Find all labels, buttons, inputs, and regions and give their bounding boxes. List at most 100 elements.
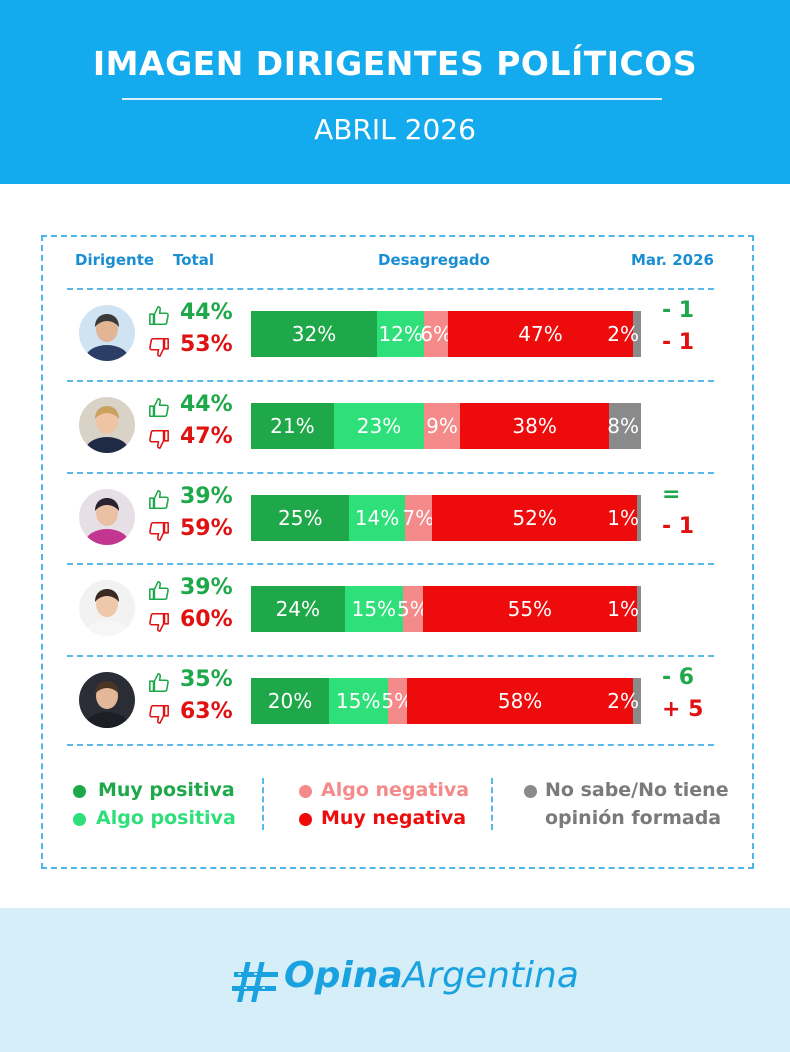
bar-value-label: 7% bbox=[402, 506, 435, 530]
avatar bbox=[79, 489, 135, 545]
bar-value-label: 1% bbox=[607, 506, 639, 530]
row-separator bbox=[67, 472, 714, 474]
bar-segment-algo-negativa: 5% bbox=[397, 586, 429, 632]
person-avatar-icon bbox=[79, 305, 135, 361]
stacked-bar: 20% 15% 5% 58% 2% bbox=[251, 678, 641, 724]
brand-light: Argentina bbox=[402, 955, 579, 996]
chart-frame bbox=[41, 235, 754, 869]
title-divider bbox=[122, 98, 662, 100]
bar-segment-muy-positiva: 21% bbox=[251, 403, 334, 449]
stacked-bar: 24% 15% 5% 55% 1% bbox=[251, 586, 641, 632]
bar-value-label: 58% bbox=[497, 689, 543, 713]
stacked-bar: 25% 14% 7% 52% 1% bbox=[251, 495, 641, 541]
bar-value-label: 15% bbox=[351, 597, 397, 621]
legend-label-algo-positiva: Algo positiva bbox=[96, 807, 236, 829]
bar-value-label: 20% bbox=[267, 689, 313, 713]
avatar bbox=[79, 580, 135, 636]
bar-segment-no-sabe-no-tiene-opini-n-formada: 1% bbox=[607, 586, 641, 632]
bar-value-label: 2% bbox=[607, 322, 639, 346]
column-header-total: Total bbox=[173, 251, 214, 269]
bar-segment-muy-positiva: 25% bbox=[251, 495, 350, 541]
bar-segment-muy-positiva: 32% bbox=[251, 311, 378, 357]
stacked-bar: 21% 23% 9% 38% 8% bbox=[251, 403, 641, 449]
bar-value-label: 21% bbox=[270, 414, 315, 438]
change-positive: = bbox=[662, 482, 681, 507]
total-negative: 60% bbox=[180, 607, 233, 632]
legend-dot-algo-negativa bbox=[299, 785, 312, 798]
total-negative: 47% bbox=[180, 424, 233, 449]
bar-segment-muy-negativa: 58% bbox=[407, 678, 634, 724]
hashtag-icon bbox=[232, 960, 280, 1004]
bar-value-label: 25% bbox=[278, 506, 323, 530]
thumbs-down-icon bbox=[148, 428, 170, 450]
bar-segment-no-sabe-no-tiene-opini-n-formada: 1% bbox=[607, 495, 641, 541]
bar-segment-muy-negativa: 52% bbox=[432, 495, 638, 541]
bar-segment-algo-negativa: 7% bbox=[402, 495, 435, 541]
bar-value-label: 52% bbox=[512, 506, 557, 530]
bar-value-label: 6% bbox=[420, 322, 452, 346]
row-separator bbox=[67, 744, 714, 746]
brand-logo: OpinaArgentina bbox=[284, 955, 579, 996]
legend-dot-muy-negativa bbox=[299, 813, 312, 826]
bar-segment-algo-positiva: 15% bbox=[344, 586, 404, 632]
total-positive: 44% bbox=[180, 392, 233, 417]
bar-segment-algo-negativa: 9% bbox=[424, 403, 460, 449]
thumbs-up-icon bbox=[148, 580, 170, 602]
bar-value-label: 38% bbox=[512, 414, 557, 438]
header-banner bbox=[0, 0, 790, 184]
bar-segment-muy-negativa: 38% bbox=[459, 403, 610, 449]
bar-segment-muy-negativa: 47% bbox=[447, 311, 634, 357]
thumbs-down-icon bbox=[148, 520, 170, 542]
page-title: IMAGEN DIRIGENTES POLÍTICOS bbox=[92, 44, 698, 83]
bar-value-label: 23% bbox=[356, 414, 402, 438]
thumbs-down-icon bbox=[148, 611, 170, 633]
total-negative: 63% bbox=[180, 699, 233, 724]
total-negative: 59% bbox=[180, 516, 233, 541]
bar-value-label: 47% bbox=[518, 322, 563, 346]
bar-value-label: 8% bbox=[607, 414, 639, 438]
total-positive: 44% bbox=[180, 300, 233, 325]
legend-label-algo-negativa: Algo negativa bbox=[321, 779, 470, 801]
bar-segment-algo-positiva: 23% bbox=[333, 403, 425, 449]
bar-segment-algo-negativa: 5% bbox=[381, 678, 413, 724]
legend-dot-algo-positiva bbox=[73, 813, 86, 826]
bar-segment-muy-negativa: 55% bbox=[422, 586, 638, 632]
bar-segment-algo-positiva: 12% bbox=[377, 311, 425, 357]
thumbs-up-icon bbox=[148, 305, 170, 327]
legend-label-no-sabe-line1: No sabe/No tiene bbox=[545, 779, 729, 801]
bar-value-label: 9% bbox=[426, 414, 458, 438]
stacked-bar: 32% 12% 6% 47% 2% bbox=[251, 311, 641, 357]
bar-value-label: 55% bbox=[507, 597, 553, 621]
row-separator bbox=[67, 563, 714, 565]
total-positive: 35% bbox=[180, 667, 233, 692]
bar-segment-muy-positiva: 24% bbox=[251, 586, 345, 632]
legend-label-muy-negativa: Muy negativa bbox=[321, 807, 467, 829]
total-positive: 39% bbox=[180, 484, 233, 509]
total-positive: 39% bbox=[180, 575, 233, 600]
change-positive: - 1 bbox=[662, 298, 695, 323]
bar-value-label: 2% bbox=[607, 689, 639, 713]
column-header-comparison: Mar. 2026 bbox=[631, 251, 714, 269]
row-separator bbox=[67, 655, 714, 657]
thumbs-up-icon bbox=[148, 489, 170, 511]
thumbs-down-icon bbox=[148, 336, 170, 358]
column-header-dirigente: Dirigente bbox=[75, 251, 155, 269]
total-negative: 53% bbox=[180, 332, 233, 357]
bar-segment-no-sabe-no-tiene-opini-n-formada: 8% bbox=[607, 403, 641, 449]
change-positive: - 6 bbox=[662, 665, 695, 690]
bar-value-label: 12% bbox=[378, 322, 423, 346]
legend-divider bbox=[491, 778, 493, 830]
bar-segment-no-sabe-no-tiene-opini-n-formada: 2% bbox=[607, 678, 641, 724]
bar-segment-algo-negativa: 6% bbox=[420, 311, 452, 357]
row-separator bbox=[67, 380, 714, 382]
change-negative: - 1 bbox=[662, 514, 695, 539]
legend-divider bbox=[262, 778, 264, 830]
bar-segment-muy-positiva: 20% bbox=[251, 678, 329, 724]
person-avatar-icon bbox=[79, 672, 135, 728]
person-avatar-icon bbox=[79, 397, 135, 453]
bar-value-label: 24% bbox=[275, 597, 321, 621]
thumbs-up-icon bbox=[148, 397, 170, 419]
bar-value-label: 14% bbox=[354, 506, 400, 530]
bar-value-label: 15% bbox=[336, 689, 381, 713]
bar-value-label: 32% bbox=[291, 322, 337, 346]
